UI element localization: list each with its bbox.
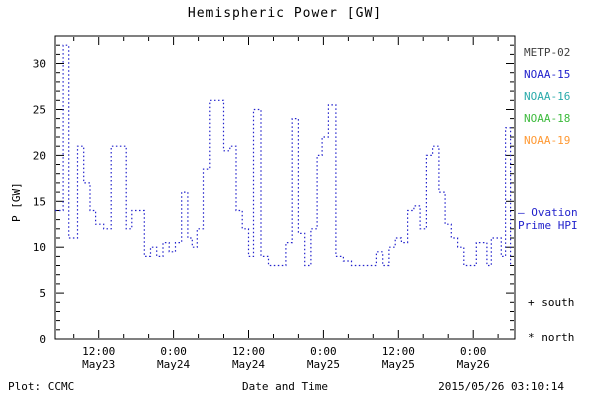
legend-ovation-line1: — Ovation xyxy=(518,206,578,219)
svg-text:10: 10 xyxy=(33,241,46,254)
svg-text:0:00: 0:00 xyxy=(160,345,187,358)
svg-text:12:00: 12:00 xyxy=(82,345,115,358)
svg-text:0: 0 xyxy=(39,333,46,346)
svg-text:12:00: 12:00 xyxy=(232,345,265,358)
svg-text:0:00: 0:00 xyxy=(310,345,337,358)
svg-text:May25: May25 xyxy=(307,358,340,371)
legend-ovation-line2: Prime HPI xyxy=(518,219,578,232)
svg-text:5: 5 xyxy=(39,287,46,300)
y-axis-label: P [GW] xyxy=(10,182,23,222)
plot-credit: Plot: CCMC xyxy=(8,380,75,393)
svg-text:25: 25 xyxy=(33,104,46,117)
svg-text:May24: May24 xyxy=(232,358,265,371)
svg-text:May23: May23 xyxy=(82,358,115,371)
legend-ovation-prime-hpi: — Ovation Prime HPI xyxy=(518,206,578,232)
chart-title: Hemispheric Power [GW] xyxy=(187,6,383,21)
legend-item-noaa15: NOAA-15 xyxy=(524,68,571,81)
svg-text:May25: May25 xyxy=(382,358,415,371)
legend-item-noaa16: NOAA-16 xyxy=(524,90,571,103)
svg-text:May26: May26 xyxy=(457,358,490,371)
legend-south-marker: + south xyxy=(528,296,575,309)
svg-text:20: 20 xyxy=(33,149,46,162)
svg-text:May24: May24 xyxy=(157,358,190,371)
hpi-step-line xyxy=(55,44,512,267)
plot-timestamp: 2015/05/26 03:10:14 xyxy=(438,380,564,393)
legend-item-noaa19: NOAA-19 xyxy=(524,134,571,147)
svg-text:12:00: 12:00 xyxy=(382,345,415,358)
legend-north-marker: * north xyxy=(528,331,575,344)
svg-text:15: 15 xyxy=(33,195,46,208)
legend-item-metp02: METP-02 xyxy=(524,46,571,59)
legend-item-noaa18: NOAA-18 xyxy=(524,112,571,125)
svg-text:0:00: 0:00 xyxy=(460,345,487,358)
x-axis-label: Date and Time xyxy=(241,380,329,393)
svg-text:30: 30 xyxy=(33,58,46,71)
